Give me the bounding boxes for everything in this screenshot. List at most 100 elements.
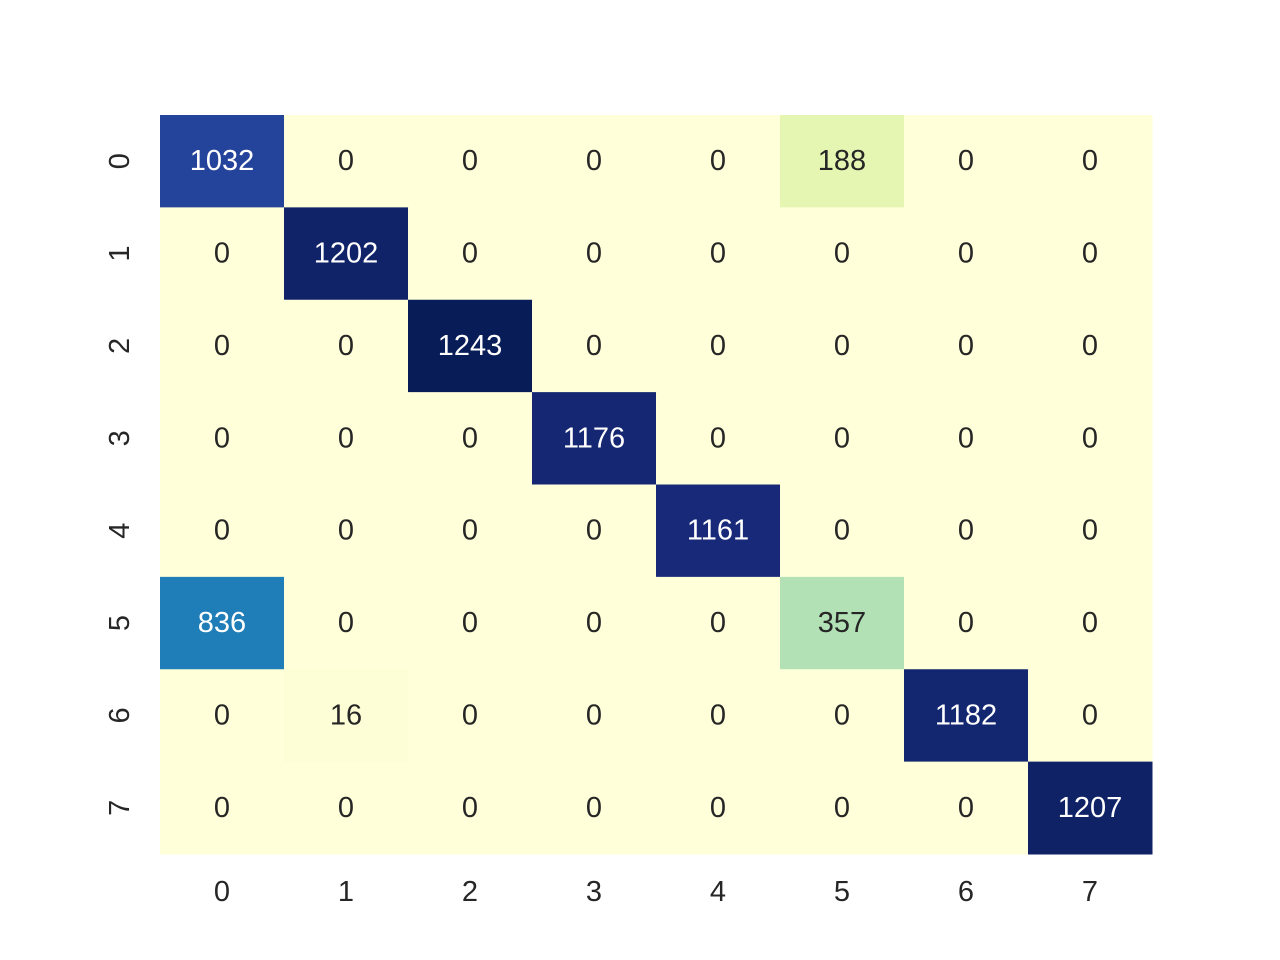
cell-value-r7-c0: 0 — [214, 792, 230, 824]
cell-value-r2-c5: 0 — [834, 330, 850, 362]
heatmap-cell-r0-c3 — [532, 115, 657, 208]
cell-value-r3-c5: 0 — [834, 422, 850, 454]
cell-value-r5-c2: 0 — [462, 607, 478, 639]
heatmap-cell-r5-c5 — [780, 576, 905, 670]
cell-value-r7-c6: 0 — [958, 792, 974, 824]
heatmap-cell-r3-c5 — [780, 392, 905, 485]
heatmap-cell-r1-c0 — [160, 207, 285, 301]
cell-value-r4-c3: 0 — [586, 515, 602, 547]
heatmap-cell-r7-c2 — [408, 761, 533, 855]
heatmap-cell-r7-c5 — [780, 761, 905, 855]
heatmap-cell-r3-c2 — [408, 392, 533, 485]
heatmap-cell-r4-c6 — [904, 484, 1029, 578]
cell-value-r4-c4: 1161 — [687, 515, 749, 547]
cell-value-r2-c3: 0 — [586, 330, 602, 362]
x-tick-label-3: 3 — [586, 876, 602, 908]
heatmap-cell-r0-c5 — [780, 115, 905, 208]
heatmap-cell-r6-c0 — [160, 669, 285, 763]
cell-value-r0-c6: 0 — [958, 145, 974, 177]
cell-value-r1-c7: 0 — [1082, 238, 1098, 270]
cell-value-r5-c4: 0 — [710, 607, 726, 639]
heatmap-cell-r1-c6 — [904, 207, 1029, 301]
cell-value-r1-c1: 1202 — [314, 238, 379, 270]
heatmap-cell-r4-c5 — [780, 484, 905, 578]
heatmap-cell-r1-c2 — [408, 207, 533, 301]
heatmap-cell-r4-c0 — [160, 484, 285, 578]
heatmap-cell-r1-c4 — [656, 207, 781, 301]
cell-value-r3-c0: 0 — [214, 422, 230, 454]
heatmap-cell-r3-c3 — [532, 392, 657, 485]
cell-value-r0-c0: 1032 — [190, 145, 255, 177]
y-tick-label-2: 2 — [104, 338, 136, 354]
heatmap-cell-r3-c4 — [656, 392, 781, 485]
heatmap-cell-r3-c0 — [160, 392, 285, 485]
cell-value-r2-c6: 0 — [958, 330, 974, 362]
heatmap-cell-r5-c0 — [160, 576, 285, 670]
y-tick-label-0: 0 — [104, 153, 136, 169]
cell-value-r2-c1: 0 — [338, 330, 354, 362]
heatmap-cell-r3-c1 — [284, 392, 409, 485]
cell-value-r4-c2: 0 — [462, 515, 478, 547]
cell-value-r6-c7: 0 — [1082, 699, 1098, 731]
heatmap-cell-r3-c7 — [1028, 392, 1153, 485]
y-tick-label-6: 6 — [104, 707, 136, 723]
heatmap-cell-r2-c0 — [160, 299, 285, 393]
heatmap-cell-r5-c6 — [904, 576, 1029, 670]
cell-value-r3-c7: 0 — [1082, 422, 1098, 454]
heatmap-cell-r0-c4 — [656, 115, 781, 208]
cell-value-r0-c1: 0 — [338, 145, 354, 177]
heatmap-cell-r5-c3 — [532, 576, 657, 670]
heatmap-cell-r4-c7 — [1028, 484, 1153, 578]
heatmap-cell-r0-c7 — [1028, 115, 1153, 208]
cell-value-r2-c4: 0 — [710, 330, 726, 362]
x-tick-label-6: 6 — [958, 876, 974, 908]
heatmap-cell-r4-c2 — [408, 484, 533, 578]
cell-value-r5-c7: 0 — [1082, 607, 1098, 639]
heatmap-cell-r6-c3 — [532, 669, 657, 763]
heatmap-cell-r3-c6 — [904, 392, 1029, 485]
heatmap-cell-r7-c0 — [160, 761, 285, 855]
cell-value-r4-c1: 0 — [338, 515, 354, 547]
heatmap-cell-r2-c5 — [780, 299, 905, 393]
cell-value-r0-c4: 0 — [710, 145, 726, 177]
cell-value-r6-c1: 16 — [330, 699, 362, 731]
cell-value-r7-c1: 0 — [338, 792, 354, 824]
cell-value-r5-c5: 357 — [818, 607, 866, 639]
cell-value-r3-c1: 0 — [338, 422, 354, 454]
heatmap-cell-r1-c5 — [780, 207, 905, 301]
cell-annotations: 1032 0 0 0 0 188 0 0 0 1202 0 0 0 0 0 0 0 0 1243 0 0 0 0 0 0 0 0 11… — [190, 145, 1123, 824]
cell-value-r7-c2: 0 — [462, 792, 478, 824]
cell-value-r7-c3: 0 — [586, 792, 602, 824]
heatmap-cell-r2-c6 — [904, 299, 1029, 393]
heatmap-cell-r4-c1 — [284, 484, 409, 578]
x-tick-label-4: 4 — [710, 876, 726, 908]
heatmap-cell-r6-c7 — [1028, 669, 1153, 763]
cell-value-r6-c2: 0 — [462, 699, 478, 731]
cell-value-r4-c7: 0 — [1082, 515, 1098, 547]
heatmap-cells — [160, 115, 1153, 855]
cell-value-r1-c0: 0 — [214, 238, 230, 270]
heatmap-cell-r1-c3 — [532, 207, 657, 301]
cell-value-r4-c5: 0 — [834, 515, 850, 547]
cell-value-r0-c3: 0 — [586, 145, 602, 177]
cell-value-r3-c2: 0 — [462, 422, 478, 454]
cell-value-r5-c3: 0 — [586, 607, 602, 639]
y-tick-label-5: 5 — [104, 615, 136, 631]
cell-value-r6-c4: 0 — [710, 699, 726, 731]
cell-value-r6-c5: 0 — [834, 699, 850, 731]
heatmap-cell-r7-c4 — [656, 761, 781, 855]
cell-value-r2-c7: 0 — [1082, 330, 1098, 362]
heatmap-cell-r6-c2 — [408, 669, 533, 763]
heatmap-cell-r4-c3 — [532, 484, 657, 578]
heatmap-cell-r1-c1 — [284, 207, 409, 301]
cell-value-r3-c6: 0 — [958, 422, 974, 454]
cell-value-r3-c4: 0 — [710, 422, 726, 454]
heatmap-cell-r1-c7 — [1028, 207, 1153, 301]
y-tick-label-1: 1 — [104, 245, 136, 261]
cell-value-r1-c3: 0 — [586, 238, 602, 270]
x-axis-tick-labels: 0 1 2 3 4 5 6 7 — [214, 876, 1098, 908]
cell-value-r1-c5: 0 — [834, 238, 850, 270]
y-tick-label-4: 4 — [104, 523, 136, 539]
heatmap-cell-r6-c5 — [780, 669, 905, 763]
